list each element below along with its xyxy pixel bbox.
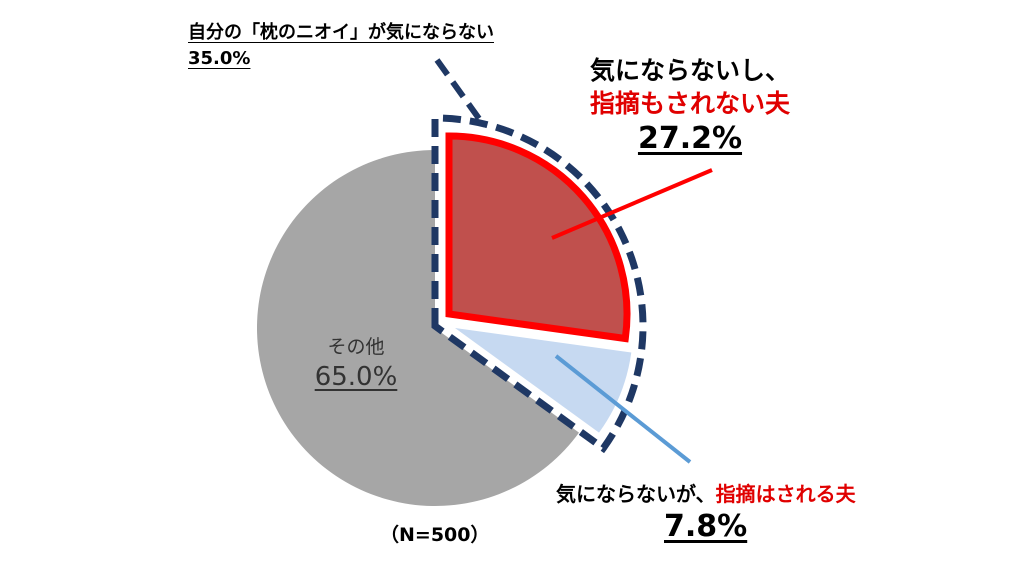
red-label-line1: 気にならないし、 — [589, 56, 790, 85]
other-label-text: その他 — [327, 336, 385, 358]
blue-label-percent: 7.8% — [664, 509, 748, 544]
red-slice-outline — [445, 132, 631, 343]
other-slice-label: その他 65.0% — [296, 336, 416, 392]
red-leader-line — [551, 168, 713, 240]
red-label-line2: 指摘もされない夫 — [589, 89, 790, 118]
blue-label-prefix: 気にならないが、 — [556, 482, 716, 506]
red-label-percent: 27.2% — [637, 121, 743, 156]
group-dashed-outline — [431, 114, 647, 454]
sample-size-note: （N=500） — [380, 524, 490, 546]
pie-slice-noticed-by-partner — [455, 328, 632, 433]
pie-slice-other — [256, 150, 580, 507]
group-label-percent: 35.0% — [188, 48, 251, 69]
group-label: 自分の「枕のニオイ」が気にならない 35.0% — [188, 24, 494, 68]
blue-label-percent-wrap: 7.8% — [664, 512, 747, 542]
group-label-text: 自分の「枕のニオイ」が気にならない — [188, 22, 494, 43]
pie-slice-not-noticed — [449, 136, 627, 339]
other-label-percent: 65.0% — [314, 362, 398, 392]
blue-slice-label: 気にならないが、指摘はされる夫 — [556, 484, 856, 504]
blue-label-red: 指摘はされる夫 — [715, 482, 856, 506]
group-leader-line — [434, 58, 483, 122]
blue-leader-line — [554, 354, 692, 464]
red-slice-label: 気にならないし、 指摘もされない夫 27.2% — [560, 58, 820, 154]
